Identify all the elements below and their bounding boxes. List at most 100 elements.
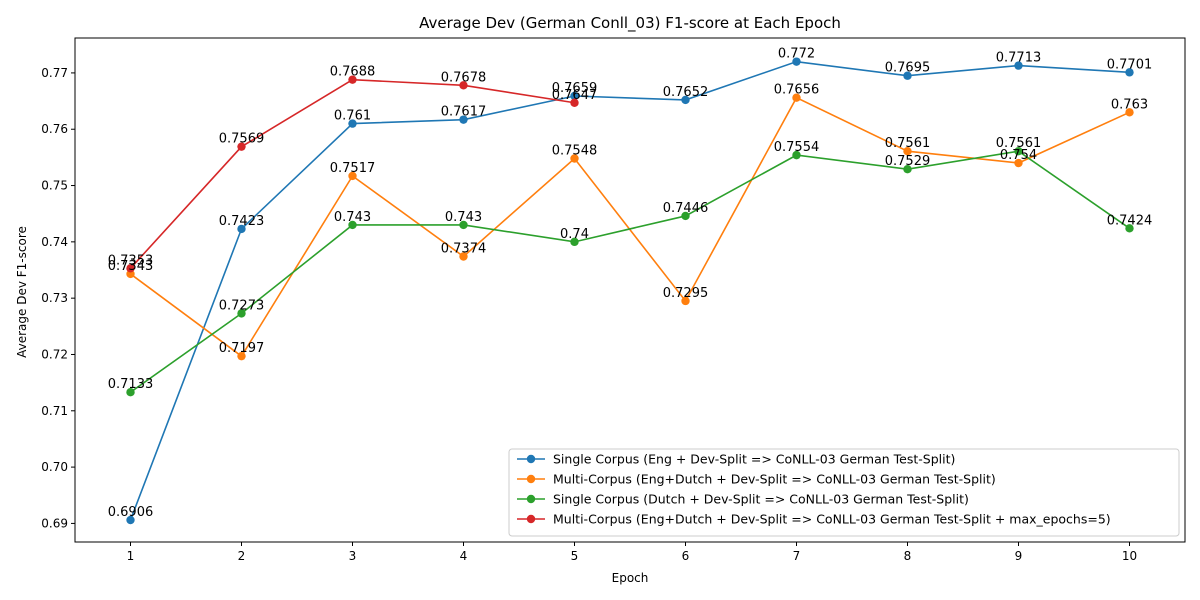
- series-line: [130, 96, 1130, 358]
- x-tick-label: 1: [127, 549, 135, 563]
- chart-title: Average Dev (German Conll_03) F1-score a…: [419, 14, 841, 33]
- x-axis-title: Epoch: [612, 571, 649, 585]
- legend-label: Multi-Corpus (Eng+Dutch + Dev-Split => C…: [553, 472, 996, 487]
- data-point: [903, 71, 912, 80]
- x-tick-label: 10: [1122, 549, 1137, 563]
- legend-label: Single Corpus (Dutch + Dev-Split => CoNL…: [553, 492, 969, 507]
- data-point: [237, 309, 246, 318]
- data-point: [459, 115, 468, 124]
- data-label: 0.6906: [108, 505, 154, 520]
- data-point: [1125, 108, 1134, 117]
- data-label: 0.7548: [552, 144, 598, 159]
- data-point: [792, 57, 801, 66]
- legend-box: [508, 448, 1180, 537]
- x-tick-label: 3: [349, 549, 357, 563]
- legend-item: Multi-Corpus (Eng+Dutch + Dev-Split => C…: [517, 512, 1111, 527]
- data-label: 0.7197: [219, 341, 265, 356]
- legend-item: Multi-Corpus (Eng+Dutch + Dev-Split => C…: [517, 472, 996, 487]
- data-label: 0.7561: [885, 136, 931, 151]
- series-2: [126, 93, 1134, 361]
- x-tick-label: 4: [460, 549, 468, 563]
- x-tick-label: 5: [571, 549, 579, 563]
- data-label: 0.7701: [1107, 57, 1153, 72]
- data-label: 0.763: [1111, 97, 1148, 112]
- data-point: [237, 224, 246, 234]
- data-label: 0.7446: [663, 201, 709, 216]
- data-point: [237, 142, 246, 151]
- y-axis: 0.69 0.70 0.71 0.72 0.73 0.74 0.75 0.76 0.77: [41, 66, 75, 530]
- data-label: 0.7713: [996, 51, 1042, 66]
- data-point: [681, 211, 690, 221]
- data-point: [459, 220, 468, 230]
- data-label: 0.7529: [885, 154, 931, 169]
- data-point: [459, 252, 468, 261]
- data-label: 0.7374: [441, 241, 487, 256]
- data-point: [1014, 158, 1023, 168]
- series-4: [126, 75, 579, 273]
- data-label: 0.743: [445, 210, 482, 225]
- x-tick-label: 7: [793, 549, 801, 563]
- data-point: [1014, 146, 1023, 156]
- y-tick-label: 0.72: [41, 347, 68, 361]
- data-label: 0.7678: [441, 70, 487, 85]
- legend-marker: [526, 494, 536, 504]
- data-point: [903, 165, 912, 174]
- data-label: 0.7647: [552, 88, 598, 103]
- data-label: 0.7617: [441, 105, 487, 120]
- data-label: 0.754: [1000, 148, 1037, 163]
- series-line: [129, 60, 1130, 521]
- data-point: [348, 119, 357, 128]
- legend-item: Single Corpus (Dutch + Dev-Split => CoNL…: [517, 492, 969, 507]
- data-labels: 0.6906 0.7423 0.761 0.7617 0.7659 0.7652 0.772…: [108, 47, 1153, 520]
- data-label: 0.743: [334, 210, 371, 225]
- data-label: 0.7659: [552, 81, 598, 96]
- x-tick-label: 9: [1015, 549, 1023, 563]
- data-label: 0.7554: [774, 140, 820, 155]
- data-point: [126, 264, 135, 273]
- y-tick-label: 0.73: [41, 291, 68, 305]
- data-point: [1014, 61, 1023, 70]
- series-3: [126, 146, 1134, 397]
- x-axis: 1 2 3 4 5 6 7 8 9 10: [127, 542, 1137, 563]
- y-tick-label: 0.70: [41, 460, 68, 474]
- data-point: [792, 150, 801, 160]
- data-point: [348, 171, 357, 181]
- data-label: 0.7423: [219, 214, 265, 229]
- data-point: [792, 93, 801, 102]
- legend-label: Multi-Corpus (Eng+Dutch + Dev-Split => C…: [553, 512, 1111, 527]
- series-1: [126, 57, 1134, 525]
- data-point: [903, 146, 912, 156]
- data-label: 0.7424: [1107, 213, 1153, 228]
- legend-marker: [526, 454, 536, 464]
- data-point: [237, 351, 246, 361]
- data-label: 0.7273: [219, 298, 265, 313]
- legend-item: Single Corpus (Eng + Dev-Split => CoNLL-…: [517, 452, 955, 467]
- series-layer: [126, 57, 1134, 525]
- y-tick-label: 0.69: [41, 516, 68, 530]
- y-tick-label: 0.75: [41, 179, 68, 193]
- data-point: [570, 154, 579, 163]
- y-tick-label: 0.77: [41, 66, 68, 80]
- x-tick-label: 8: [904, 549, 912, 563]
- data-label: 0.7688: [330, 65, 376, 80]
- data-label: 0.7295: [663, 286, 709, 301]
- data-point: [570, 91, 579, 101]
- data-point: [1125, 68, 1134, 77]
- y-tick-label: 0.76: [41, 122, 68, 136]
- data-label: 0.7652: [663, 85, 709, 100]
- legend-marker: [526, 514, 536, 524]
- data-point: [126, 388, 135, 397]
- data-point: [348, 220, 357, 230]
- data-point: [570, 237, 579, 247]
- data-point: [459, 81, 468, 90]
- data-point: [681, 296, 690, 306]
- data-label: 0.7656: [774, 83, 820, 98]
- data-label: 0.7561: [996, 136, 1042, 151]
- data-point: [1125, 224, 1134, 233]
- legend-label: Single Corpus (Eng + Dev-Split => CoNLL-…: [553, 452, 955, 467]
- data-label: 0.772: [778, 47, 815, 62]
- data-label: 0.761: [334, 109, 371, 124]
- data-point: [126, 515, 135, 525]
- data-label: 0.7353: [108, 253, 154, 268]
